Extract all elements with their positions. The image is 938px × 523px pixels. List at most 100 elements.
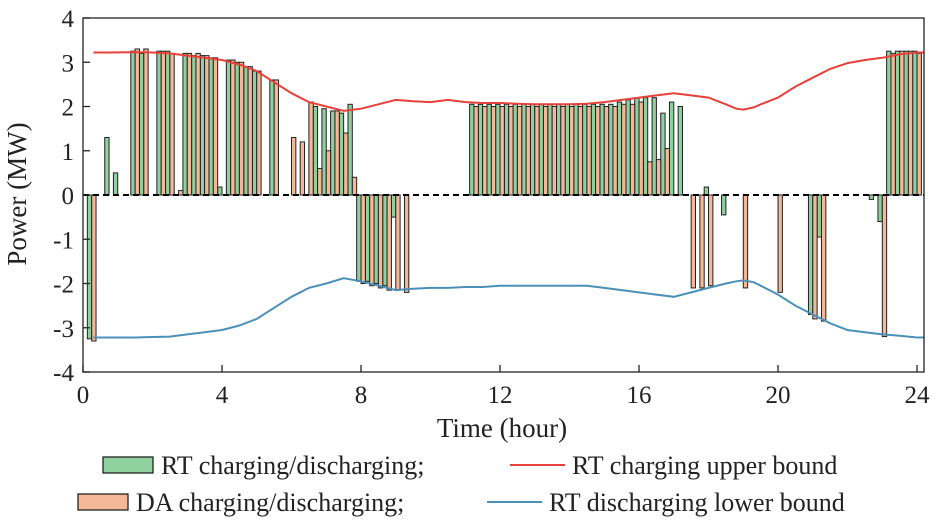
da-bar	[595, 106, 601, 196]
rt-bar	[390, 194, 397, 218]
rt-bar	[234, 61, 240, 196]
da-bar	[542, 106, 549, 196]
rt-bar	[721, 194, 727, 216]
y-axis-title: Power (MW)	[2, 122, 32, 265]
da-bar	[143, 48, 149, 196]
upper-legend-label: RT charging upper bound	[572, 451, 837, 480]
x-tick-label: 24	[905, 382, 931, 409]
da-legend-label: DA charging/discharging;	[136, 488, 404, 517]
da-bar	[256, 70, 262, 196]
rt-bar	[104, 136, 110, 196]
rt-bar	[486, 103, 492, 196]
rt-bar	[347, 103, 353, 196]
da-bar	[577, 106, 584, 196]
y-tick-label: -1	[53, 227, 74, 254]
rt-bar	[573, 103, 579, 196]
da-bar	[91, 194, 97, 342]
rt-bar	[912, 50, 918, 196]
da-bar	[334, 110, 340, 196]
y-tick-label: 1	[62, 139, 75, 166]
rt-bar	[243, 66, 249, 196]
upper-bound-line	[93, 51, 924, 112]
da-bar	[812, 194, 818, 320]
da-bar	[482, 106, 488, 196]
da-bar	[742, 194, 749, 289]
da-bar	[516, 106, 523, 196]
rt-bar	[373, 194, 379, 284]
da-bar	[178, 190, 184, 196]
da-bar	[160, 50, 167, 196]
rt-legend-label: RT charging/discharging;	[161, 451, 424, 480]
rt-bar	[217, 186, 223, 196]
rt-bar	[382, 194, 388, 287]
rt-bar	[608, 103, 614, 196]
rt-bar	[182, 52, 188, 196]
da-bar	[403, 194, 410, 293]
da-bar	[490, 106, 497, 196]
da-bar	[473, 106, 479, 196]
rt-bar	[590, 103, 597, 196]
legend: RT charging/discharging; RT charging uppe…	[77, 451, 845, 517]
da-bar	[230, 59, 236, 196]
rt-bar	[469, 103, 475, 196]
rt-bar	[582, 103, 588, 196]
rt-bar	[903, 50, 909, 196]
x-tick-label: 16	[627, 382, 652, 409]
da-bars-group	[91, 48, 922, 342]
da-bar	[134, 48, 140, 196]
x-tick-label: 0	[77, 382, 90, 409]
da-bar	[212, 57, 219, 196]
da-bar	[777, 194, 783, 293]
da-bar	[317, 167, 323, 196]
da-bar	[360, 194, 366, 284]
da-bar	[508, 106, 514, 196]
rt-bar	[330, 110, 336, 196]
rt-bar	[269, 79, 275, 196]
da-bar	[291, 136, 297, 196]
da-bar	[377, 194, 384, 289]
da-bar	[308, 101, 314, 196]
da-bar	[916, 52, 922, 196]
rt-bar	[703, 186, 710, 196]
da-bar	[586, 106, 592, 196]
da-bar	[899, 50, 905, 196]
rt-bar	[503, 103, 510, 196]
rt-bar	[668, 101, 675, 196]
rt-bar	[512, 103, 518, 196]
rt-bar	[86, 194, 93, 340]
x-axis-title: Time (hour)	[437, 413, 567, 443]
x-tick-label: 8	[355, 382, 368, 409]
y-tick-label: 0	[62, 183, 75, 210]
da-bar	[708, 194, 714, 287]
da-bar	[351, 176, 358, 196]
da-bar	[699, 194, 705, 289]
rt-bar	[312, 106, 319, 196]
rt-bar	[886, 50, 892, 196]
da-bar	[621, 103, 627, 196]
rt-bar	[130, 50, 136, 196]
x-tick-label: 12	[488, 382, 513, 409]
rt-bar	[364, 194, 371, 282]
x-tick-label: 20	[766, 382, 791, 409]
da-bar	[369, 194, 375, 287]
da-bar	[238, 61, 245, 196]
da-bar	[647, 161, 653, 196]
rt-bar	[642, 97, 649, 196]
da-bar	[499, 106, 505, 196]
y-ticks: -4 -3 -2 -1 0 1 2 3 4	[53, 6, 90, 387]
rt-bar	[251, 70, 258, 196]
y-tick-label: -2	[53, 272, 74, 299]
y-tick-label: 2	[62, 95, 75, 122]
da-bar	[386, 194, 392, 291]
da-bar	[612, 106, 618, 196]
da-bar	[299, 141, 306, 196]
rt-legend-swatch	[102, 456, 154, 474]
da-bar	[325, 150, 332, 196]
da-bar	[247, 66, 253, 196]
lower-legend-label: RT discharging lower bound	[549, 488, 845, 517]
rt-bar	[225, 59, 232, 196]
lower-bound-line	[93, 277, 924, 339]
rt-bar	[547, 103, 553, 196]
rt-bar	[191, 55, 197, 196]
da-bar	[395, 194, 401, 291]
